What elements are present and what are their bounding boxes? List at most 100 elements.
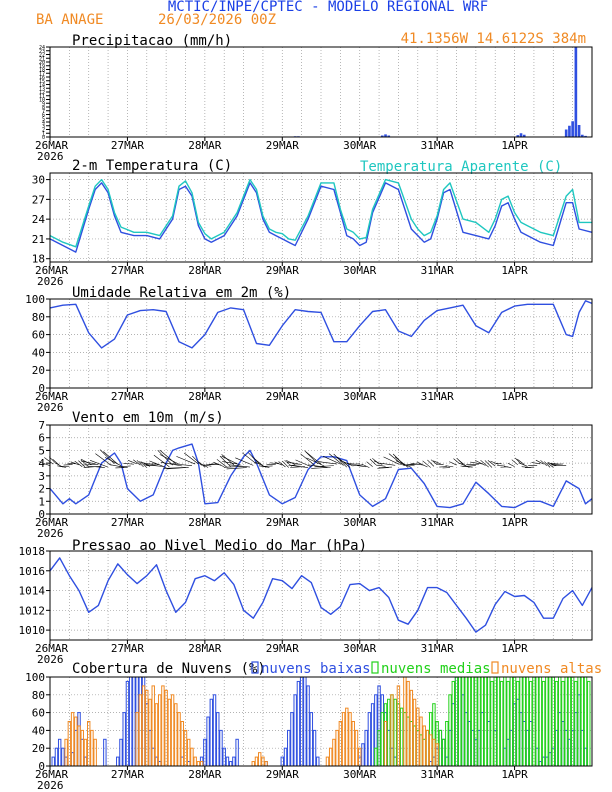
precip-ytick-label: 20	[39, 60, 45, 66]
clouds-bar	[538, 676, 543, 767]
clouds-bar	[212, 694, 217, 767]
wind-vector-layer	[38, 449, 567, 470]
clouds-bar	[335, 729, 339, 767]
wind-vector	[445, 465, 454, 468]
clouds-title: Cobertura de Nuvens (%)	[72, 661, 266, 677]
wind-ytick-label: 5	[38, 444, 45, 457]
wind-vector	[375, 464, 386, 467]
wind-ytick-label: 3	[38, 470, 45, 483]
precip-panel: 0123456789101112131415161718192021222324…	[35, 45, 593, 163]
clouds-bar	[174, 703, 178, 767]
clouds-bar	[257, 752, 262, 767]
temp-ytick-label: 30	[32, 174, 45, 187]
wind-vector	[394, 456, 409, 468]
precip-bar	[519, 133, 523, 137]
wind-vector	[159, 449, 177, 465]
wind-vector	[176, 456, 196, 465]
clouds-bar	[458, 676, 462, 767]
wind-vector	[153, 454, 170, 468]
precip-ytick-label: 7	[42, 109, 45, 115]
clouds-bar	[309, 712, 314, 767]
pres-title: Pressao ao Nivel Medio do Mar (hPa)	[72, 538, 367, 554]
clouds-bar	[554, 680, 559, 767]
clouds-bar	[232, 756, 236, 767]
wind-vector	[48, 456, 57, 465]
legend-low-label: nuvens baixas	[261, 661, 371, 677]
rh-ytick-label: 0	[38, 382, 45, 395]
precip-ytick-label: 18	[39, 68, 45, 74]
clouds-bar	[328, 747, 333, 767]
pres-xtick-label: 28MAR	[188, 642, 221, 655]
clouds-bar	[103, 738, 107, 767]
clouds-xtick-label: 28MAR	[188, 768, 221, 781]
clouds-bar	[128, 676, 133, 767]
wind-vector	[288, 464, 302, 466]
clouds-bar	[51, 756, 55, 767]
clouds-bar	[222, 747, 226, 767]
clouds-bar	[503, 676, 507, 767]
clouds-bar	[419, 716, 423, 767]
wind-vector	[104, 457, 122, 466]
clouds-bar	[393, 698, 397, 767]
clouds-bar	[70, 712, 75, 767]
pres-line-0	[49, 557, 593, 633]
rh-xtick-label: 29MAR	[266, 390, 299, 403]
clouds-bar	[199, 761, 204, 767]
precip-ytick-label: 23	[39, 49, 45, 55]
wind-vector	[317, 461, 338, 465]
clouds-bar	[80, 729, 84, 767]
legend-swatch-high	[491, 661, 499, 674]
temp-xtick-label: 29MAR	[266, 264, 299, 277]
wind-vector	[552, 464, 567, 467]
wind-vector	[278, 461, 286, 468]
wind-vector	[535, 459, 544, 465]
wind-ytick-label: 7	[38, 419, 45, 432]
wind-vector	[475, 460, 486, 466]
wind-vector	[83, 465, 102, 468]
clouds-bar	[180, 721, 184, 767]
wind-vector	[295, 459, 312, 468]
temp-ytick-label: 21	[32, 233, 45, 246]
clouds-bar	[219, 729, 223, 767]
pres-xtick-label: 1APR	[501, 642, 528, 655]
wind-vector	[433, 460, 441, 465]
clouds-bar	[367, 712, 372, 767]
clouds-bar	[116, 756, 120, 767]
wind-vector	[44, 457, 54, 465]
wind-vector	[349, 463, 360, 465]
wind-vector	[380, 463, 396, 466]
wind-xtick-label: 31MAR	[421, 516, 454, 529]
wind-vector	[507, 463, 515, 467]
clouds-bar	[528, 680, 533, 767]
wind-vector	[229, 464, 251, 468]
rh-year-label: 2026	[37, 401, 64, 414]
clouds-bar	[496, 676, 501, 767]
clouds-xtick-label: 31MAR	[421, 768, 454, 781]
clouds-ytick-label: 80	[32, 689, 45, 702]
clouds-bar	[296, 680, 301, 767]
clouds-bar	[287, 729, 291, 767]
pres-ytick-label: 1014	[19, 585, 46, 598]
temp-frame	[49, 172, 593, 263]
temp-ytick-label: 18	[32, 253, 45, 266]
clouds-bar	[435, 743, 439, 767]
clouds-bar	[564, 676, 568, 767]
clouds-bar	[535, 676, 539, 767]
precip-xtick-label: 30MAR	[343, 139, 376, 152]
wind-vector	[136, 460, 144, 468]
wind-vector	[435, 463, 444, 466]
precip-bar	[384, 134, 387, 137]
wind-vector	[524, 466, 534, 468]
precip-xtick-label: 1APR	[501, 139, 528, 152]
precip-bar	[574, 47, 578, 137]
wind-vector	[511, 459, 518, 466]
clouds-bar	[432, 738, 436, 767]
wind-vector	[145, 464, 160, 466]
clouds-bar	[445, 721, 449, 767]
wind-vector	[78, 460, 86, 468]
wind-vector	[439, 466, 447, 468]
wind-vector	[422, 460, 431, 468]
rh-xtick-label: 31MAR	[421, 390, 454, 403]
clouds-bar	[545, 676, 549, 767]
